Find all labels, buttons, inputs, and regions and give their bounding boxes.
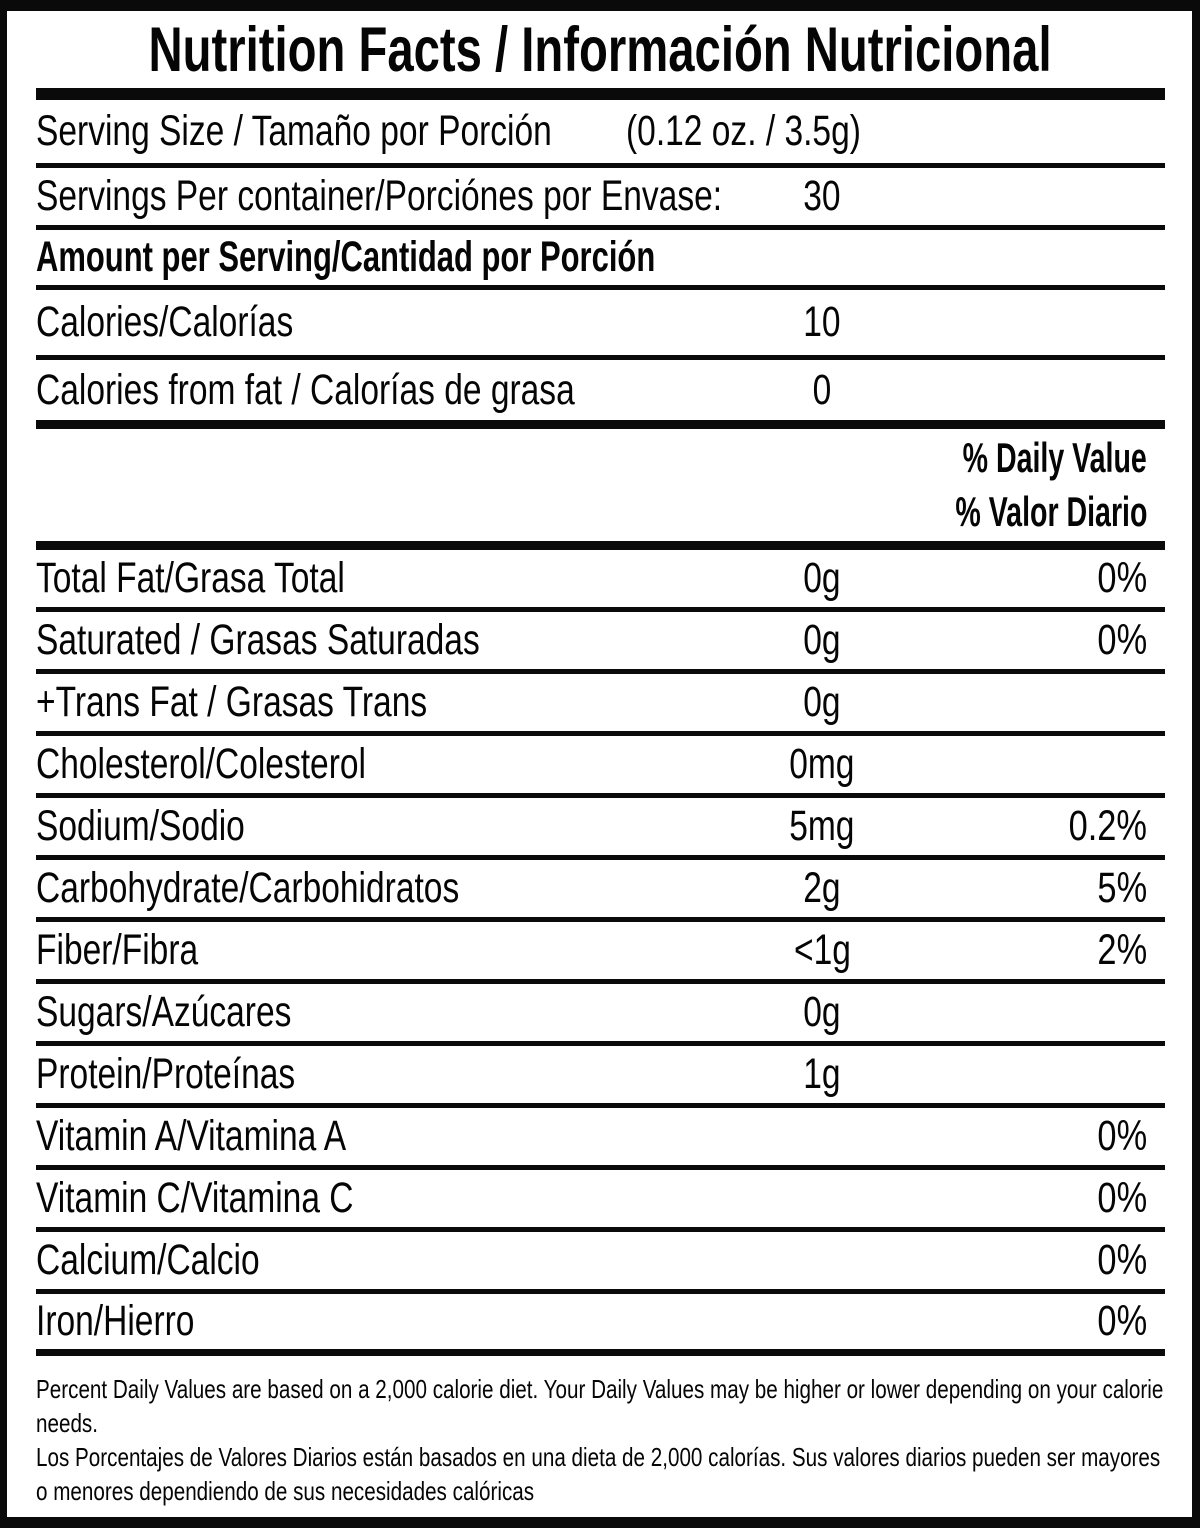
calories-from-fat-label: Calories from fat / Calorías de grasa [36,365,575,414]
protein-percent [987,1053,1165,1096]
total-fat-value: 0g [803,554,841,602]
carbohydrate-label: Carbohydrate/Carbohidratos [36,864,460,912]
cholesterol-value: 0mg [789,740,855,788]
label-title: Nutrition Facts / Información Nutriciona… [36,11,1165,100]
row-serving-size: Serving Size / Tamaño por Porción (0.12 o… [36,100,1165,168]
vitamin-a-label: Vitamin A/Vitamina A [36,1112,347,1160]
vitamin-a-value [657,1115,987,1158]
vitamin-c-percent: 0% [1097,1174,1147,1222]
row-vitamin-c: Vitamin C/Vitamina C 0% [36,1170,1165,1232]
row-total-fat: Total Fat/Grasa Total 0g 0% [36,550,1165,612]
total-fat-percent: 0% [1097,554,1147,602]
row-fiber: Fiber/Fibra <1g 2% [36,922,1165,984]
row-vitamin-a: Vitamin A/Vitamina A 0% [36,1108,1165,1170]
daily-value-header-es: % Valor Diario [954,487,1147,535]
trans-fat-label: +Trans Fat / Grasas Trans [36,678,428,726]
row-saturated-fat: Saturated / Grasas Saturadas 0g 0% [36,612,1165,674]
amount-per-serving-percent [987,236,1165,279]
row-sodium: Sodium/Sodio 5mg 0.2% [36,798,1165,860]
amount-per-serving-label: Amount per Serving/Cantidad por Porción [36,233,656,281]
saturated-fat-label: Saturated / Grasas Saturadas [36,616,480,664]
row-calories: Calories/Calorías 10 [36,290,1165,360]
sugars-percent [987,991,1165,1034]
cholesterol-label: Cholesterol/Colesterol [36,740,366,788]
calcium-value [657,1239,987,1282]
iron-label: Iron/Hierro [36,1297,195,1345]
fiber-percent: 2% [1097,926,1147,974]
vitamin-c-value [657,1177,987,1220]
servings-per-container-label: Servings Per container/Porciónes por Env… [36,172,723,220]
calories-percent [987,301,1165,344]
footnote-spanish: Los Porcentajes de Valores Diarios están… [36,1442,1161,1506]
iron-value [657,1300,987,1343]
row-protein: Protein/Proteínas 1g [36,1046,1165,1108]
sugars-value: 0g [803,988,841,1036]
row-calories-from-fat: Calories from fat / Calorías de grasa 0 [36,360,1165,429]
sodium-percent: 0.2% [1068,802,1147,850]
row-carbohydrate: Carbohydrate/Carbohidratos 2g 5% [36,860,1165,922]
row-amount-per-serving: Amount per Serving/Cantidad por Porción [36,230,1165,290]
calcium-label: Calcium/Calcio [36,1236,260,1284]
servings-per-container-value: 30 [803,172,841,220]
amount-per-serving-value [657,236,987,279]
protein-label: Protein/Proteínas [36,1050,296,1098]
sodium-value: 5mg [789,802,855,850]
saturated-fat-percent: 0% [1097,616,1147,664]
carbohydrate-value: 2g [803,864,841,912]
calories-value: 10 [803,298,841,346]
servings-per-container-percent [987,175,1165,218]
row-cholesterol: Cholesterol/Colesterol 0mg [36,736,1165,798]
serving-size-label: Serving Size / Tamaño por Porción [36,107,552,155]
carbohydrate-percent: 5% [1097,864,1147,912]
cholesterol-percent [987,743,1165,786]
calcium-percent: 0% [1097,1236,1147,1284]
sugars-label: Sugars/Azúcares [36,988,292,1036]
row-trans-fat: +Trans Fat / Grasas Trans 0g [36,674,1165,736]
fiber-value: <1g [793,926,851,974]
footnote-english: Percent Daily Values are based on a 2,00… [36,1374,1164,1438]
nutrient-rows: Total Fat/Grasa Total 0g 0% Saturated / Gra… [36,550,1165,1356]
row-iron: Iron/Hierro 0% [36,1294,1165,1356]
sodium-label: Sodium/Sodio [36,802,245,850]
iron-percent: 0% [1097,1297,1147,1345]
label-title-text: Nutrition Facts / Información Nutriciona… [148,14,1053,85]
serving-info-rows: Serving Size / Tamaño por Porción (0.12 o… [36,100,1165,429]
saturated-fat-value: 0g [803,616,841,664]
row-calcium: Calcium/Calcio 0% [36,1232,1165,1294]
protein-value: 1g [803,1050,841,1098]
calories-label: Calories/Calorías [36,298,294,346]
vitamin-a-percent: 0% [1097,1112,1147,1160]
total-fat-label: Total Fat/Grasa Total [36,554,345,602]
fiber-label: Fiber/Fibra [36,926,199,974]
trans-fat-value: 0g [803,678,841,726]
calories-from-fat-percent [987,369,1165,412]
footnote: Percent Daily Values are based on a 2,00… [36,1356,1165,1517]
row-servings-per-container: Servings Per container/Porciónes por Env… [36,168,1165,230]
daily-value-header-en: % Daily Value [962,434,1147,482]
calories-from-fat-value: 0 [812,365,832,414]
row-sugars: Sugars/Azúcares 0g [36,984,1165,1046]
trans-fat-percent [987,681,1165,724]
serving-size-value: (0.12 oz. / 3.5g) [626,107,861,155]
daily-value-header: % Daily Value % Valor Diario [36,429,1165,550]
vitamin-c-label: Vitamin C/Vitamina C [36,1174,354,1222]
